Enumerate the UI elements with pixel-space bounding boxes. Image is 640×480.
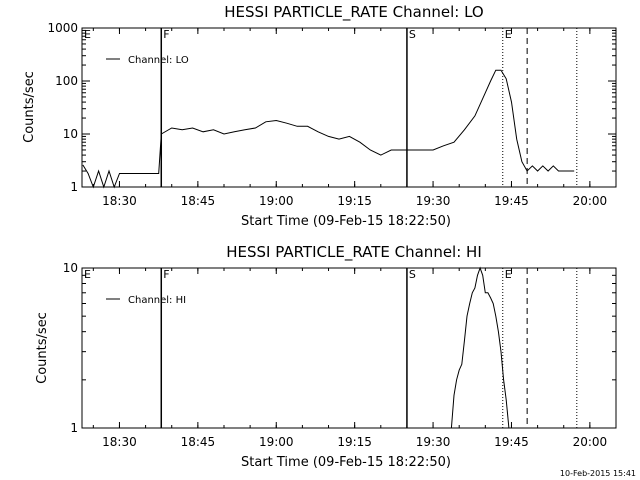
x-tick-label: 20:00 (573, 194, 608, 208)
plot-frame-lo (81, 27, 617, 188)
x-tick-label: 19:30 (416, 194, 451, 208)
panel-lo: HESSI PARTICLE_RATE Channel: LO 18:30 18:… (22, 3, 617, 229)
y-tick-label: 10 (63, 127, 78, 141)
flag-label: S (409, 28, 416, 41)
x-tick-label: 18:30 (102, 435, 137, 449)
x-tick-label: 19:00 (259, 435, 294, 449)
y-tick-label: 1 (70, 180, 78, 194)
flag-label: F (163, 268, 169, 281)
y-tick-label: 10 (63, 261, 78, 275)
flag-label: E (505, 268, 512, 281)
series-line-lo (82, 69, 575, 189)
y-axis-label-hi: Counts/sec (35, 312, 50, 384)
x-tick-label: 19:45 (494, 194, 529, 208)
x-tick-label: 19:15 (337, 194, 372, 208)
x-ticks-hi: 18:30 18:45 19:00 19:15 19:30 19:45 20:00 (92, 268, 617, 449)
chart-title-hi: HESSI PARTICLE_RATE Channel: HI (226, 243, 482, 262)
flag-label: E (84, 28, 91, 41)
flag-lines-hi (81, 268, 578, 428)
flag-label: F (163, 28, 169, 41)
x-axis-label-lo: Start Time (09-Feb-15 18:22:50) (241, 214, 451, 229)
series-line-hi (450, 266, 510, 429)
y-axis-label-lo: Counts/sec (22, 71, 37, 143)
legend-label-lo: Channel: LO (128, 55, 189, 66)
legend-label-hi: Channel: HI (128, 295, 186, 306)
y-ticks-hi: 1 10 (63, 261, 616, 435)
chart-title-lo: HESSI PARTICLE_RATE Channel: LO (224, 3, 483, 22)
flag-lines-lo (81, 28, 578, 187)
x-tick-label: 18:45 (181, 194, 216, 208)
x-tick-label: 18:30 (102, 194, 137, 208)
y-ticks-lo: 1 10 100 1000 (47, 21, 616, 194)
x-ticks-lo: 18:30 18:45 19:00 19:15 19:30 19:45 20:00 (92, 28, 617, 208)
flag-label: S (409, 268, 416, 281)
x-tick-label: 19:15 (337, 435, 372, 449)
x-axis-label-hi: Start Time (09-Feb-15 18:22:50) (241, 455, 451, 470)
y-tick-label: 100 (55, 74, 78, 88)
y-tick-label: 1000 (47, 21, 78, 35)
x-tick-label: 19:00 (259, 194, 294, 208)
footer-timestamp: 10-Feb-2015 15:41 (560, 469, 636, 478)
x-tick-label: 19:45 (494, 435, 529, 449)
panel-hi: HESSI PARTICLE_RATE Channel: HI 18:30 18:… (35, 243, 617, 470)
x-tick-label: 18:45 (181, 435, 216, 449)
x-tick-label: 19:30 (416, 435, 451, 449)
y-tick-label: 1 (70, 421, 78, 435)
plot-frame-hi (81, 267, 617, 429)
flag-label: E (84, 268, 91, 281)
x-tick-label: 20:00 (573, 435, 608, 449)
flag-label: E (505, 28, 512, 41)
